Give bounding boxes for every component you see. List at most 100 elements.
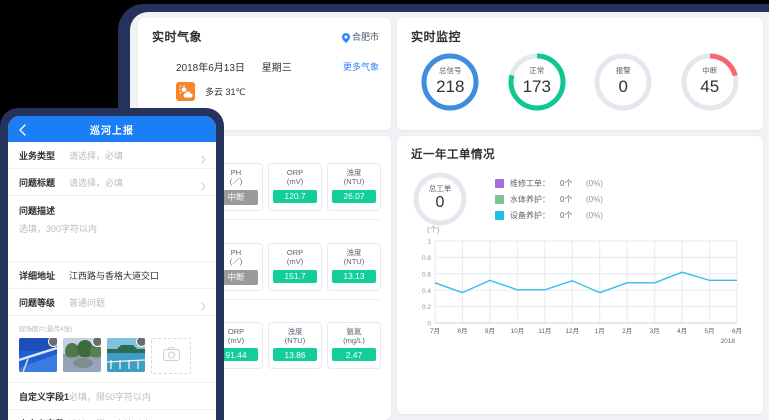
metric-value: 13.13 bbox=[332, 269, 376, 283]
weather-condition: 多云 31℃ bbox=[205, 85, 246, 98]
ring-value: 0 bbox=[435, 194, 445, 212]
weather-date-value: 2018年6月13日 bbox=[176, 63, 245, 74]
chart-plot-area: 1 0.8 0.6 0.4 0.2 0 7月 8月 9月 10月 11月 12月 1月 2月 3月 4月 5月 6… bbox=[411, 237, 741, 345]
legend-label: 维修工单： bbox=[510, 178, 550, 188]
metric-card[interactable]: ORP (mV) 151.7 bbox=[268, 242, 322, 291]
field-label: 业务类型 bbox=[19, 150, 56, 161]
metric-card[interactable]: 氨氮 (mg/L) 2.47 bbox=[327, 321, 381, 370]
weather-city[interactable]: 合肥市 bbox=[341, 30, 379, 43]
legend-label: 水体养护： bbox=[510, 194, 550, 204]
mobile-title: 巡河上报 bbox=[90, 125, 134, 137]
svg-text:2018: 2018 bbox=[721, 338, 736, 345]
metric-name: ORP bbox=[286, 168, 304, 177]
metric-card[interactable]: ORP (mV) 120.7 bbox=[268, 163, 322, 211]
legend-item-water-maintenance[interactable]: 水体养护： 0个 (0%) bbox=[495, 194, 603, 205]
metric-value: 91.44 bbox=[214, 348, 258, 362]
field-problem-tag[interactable]: 问题标题 请选择，必填 bbox=[8, 169, 216, 196]
work-order-title: 近一年工单情况 bbox=[411, 149, 495, 161]
metric-unit: (mV) bbox=[286, 177, 304, 187]
svg-text:9月: 9月 bbox=[485, 327, 495, 335]
ring-total-signal[interactable]: 总信号 218 bbox=[419, 51, 481, 113]
legend-percent: (0%) bbox=[586, 178, 603, 188]
photos-label: 现场图片(最传4张) bbox=[19, 323, 205, 333]
svg-text:1月: 1月 bbox=[595, 327, 605, 335]
metric-name: 氨氮 bbox=[346, 326, 362, 336]
work-order-chart: (个) 1 0.8 0.6 0.4 0.2 0 7月 8月 9月 10月 11月 12月 1月 2月 3月 4… bbox=[411, 224, 751, 374]
business-type-input[interactable]: 请选择，必填 bbox=[69, 150, 124, 161]
field-business-type[interactable]: 业务类型 请选择，必填 bbox=[8, 142, 216, 169]
svg-text:0.8: 0.8 bbox=[422, 255, 431, 262]
metric-name: 浊度 bbox=[346, 247, 362, 257]
legend-swatch bbox=[495, 210, 504, 220]
ring-interrupted[interactable]: 中断 45 bbox=[679, 51, 741, 113]
field-problem-level[interactable]: 问题等级 普通问题 bbox=[8, 289, 216, 316]
legend-count: 0个 bbox=[560, 210, 573, 220]
legend-swatch bbox=[495, 194, 504, 204]
svg-text:0.6: 0.6 bbox=[422, 271, 431, 278]
svg-text:0.4: 0.4 bbox=[422, 288, 431, 295]
legend-item-repair[interactable]: 维修工单： 0个 (0%) bbox=[495, 178, 603, 189]
ring-label: 中断 bbox=[702, 66, 718, 76]
photos-hint: (最传4张) bbox=[45, 326, 73, 333]
metric-card[interactable]: 浊度 (NTU) 26.07 bbox=[327, 163, 381, 211]
legend-swatch bbox=[495, 178, 504, 188]
ring-alarm[interactable]: 报警 0 bbox=[592, 51, 654, 113]
dashboard: 实时气象 合肥市 2018年6月13日 星期三 更多气象 bbox=[130, 12, 769, 420]
weather-date-row: 2018年6月13日 星期三 更多气象 bbox=[138, 49, 391, 74]
ring-value: 0 bbox=[618, 76, 628, 96]
custom-field-2-input[interactable]: 选填，限50字符以内 bbox=[69, 417, 206, 420]
ring-value: 45 bbox=[700, 76, 720, 96]
ring-value: 173 bbox=[522, 76, 551, 96]
metric-card[interactable]: 浊度 (NTU) 13.13 bbox=[327, 242, 381, 291]
metric-name: 浊度 bbox=[287, 326, 303, 336]
field-label: 问题等级 bbox=[19, 297, 56, 308]
field-site-photos: 现场图片(最传4张) bbox=[8, 316, 216, 383]
ring-text: 正常 173 bbox=[506, 51, 568, 113]
photo-thumbnail-3[interactable] bbox=[107, 338, 145, 372]
problem-tag-input[interactable]: 请选择，必填 bbox=[69, 177, 124, 188]
field-label: 自定义字段2 bbox=[19, 417, 69, 420]
legend-item-equipment-maintenance[interactable]: 设备养护： 0个 (0%) bbox=[495, 210, 603, 221]
description-textarea[interactable]: 选填，300字符以内 bbox=[19, 224, 98, 234]
ring-total-orders[interactable]: 总工单 0 bbox=[411, 170, 469, 228]
metric-name: PH bbox=[230, 168, 242, 177]
metric-card[interactable]: 浊度 (NTU) 13.86 bbox=[268, 321, 322, 370]
add-photo-button[interactable] bbox=[151, 338, 191, 374]
svg-text:0: 0 bbox=[427, 321, 431, 328]
more-weather-link[interactable]: 更多气象 bbox=[342, 62, 379, 72]
delete-icon[interactable] bbox=[92, 338, 101, 347]
metric-value: 151.7 bbox=[273, 269, 317, 283]
custom-field-1-input[interactable]: 必填，限50字符以内 bbox=[69, 391, 152, 402]
ring-text: 报警 0 bbox=[592, 51, 654, 113]
chevron-right-icon bbox=[201, 298, 206, 310]
field-label: 详细地址 bbox=[19, 270, 56, 281]
weather-city-label: 合肥市 bbox=[351, 32, 379, 42]
realtime-monitor-card: 实时监控 总信号 218 bbox=[397, 18, 763, 130]
field-address[interactable]: 详细地址 江西路与香格大道交口 bbox=[8, 262, 216, 289]
photo-thumbnail-1[interactable] bbox=[19, 338, 57, 372]
field-problem-description[interactable]: 问题描述 选填，300字符以内 bbox=[8, 196, 216, 262]
field-custom-1[interactable]: 自定义字段1 必填，限50字符以内 bbox=[8, 383, 216, 410]
metric-name: ORP bbox=[227, 326, 245, 336]
weather-date: 2018年6月13日 星期三 bbox=[176, 59, 292, 74]
svg-text:0.2: 0.2 bbox=[422, 304, 431, 311]
metric-unit: (mV) bbox=[227, 335, 245, 345]
weather-header: 实时气象 合肥市 bbox=[138, 18, 391, 49]
svg-text:7月: 7月 bbox=[430, 327, 440, 335]
ring-normal[interactable]: 正常 173 bbox=[506, 51, 568, 113]
chevron-left-icon[interactable] bbox=[19, 123, 26, 136]
svg-text:11月: 11月 bbox=[538, 327, 551, 335]
delete-icon[interactable] bbox=[48, 338, 57, 347]
level-select[interactable]: 普通问题 bbox=[69, 297, 106, 308]
field-custom-2[interactable]: 自定义字段2 选填，限50字符以内 bbox=[8, 410, 216, 420]
ring-text: 总工单 0 bbox=[411, 170, 469, 228]
delete-icon[interactable] bbox=[136, 338, 145, 347]
metric-unit: (mg/L) bbox=[343, 335, 365, 345]
svg-text:4月: 4月 bbox=[677, 327, 687, 335]
photo-thumbnail-2[interactable] bbox=[63, 338, 101, 372]
camera-icon bbox=[162, 346, 180, 366]
svg-text:8月: 8月 bbox=[457, 327, 467, 335]
field-label: 自定义字段1 bbox=[19, 391, 70, 402]
legend-count: 0个 bbox=[560, 178, 573, 188]
ring-label: 总信号 bbox=[439, 66, 462, 76]
